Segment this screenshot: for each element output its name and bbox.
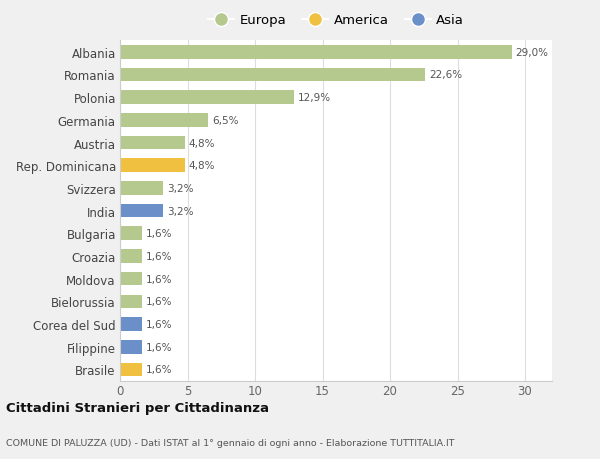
Text: 1,6%: 1,6%: [146, 252, 172, 262]
Text: 4,8%: 4,8%: [189, 138, 215, 148]
Bar: [120, 227, 142, 241]
Text: 12,9%: 12,9%: [298, 93, 331, 103]
Bar: [120, 114, 208, 127]
Bar: [120, 159, 185, 173]
Bar: [120, 91, 294, 105]
Bar: [120, 295, 142, 308]
Bar: [120, 46, 511, 59]
Text: 29,0%: 29,0%: [515, 48, 548, 58]
Text: 1,6%: 1,6%: [146, 319, 172, 330]
Bar: [120, 204, 163, 218]
Text: 1,6%: 1,6%: [146, 229, 172, 239]
Bar: [120, 318, 142, 331]
Bar: [120, 363, 142, 376]
Bar: [120, 68, 425, 82]
Text: 1,6%: 1,6%: [146, 364, 172, 375]
Bar: [120, 340, 142, 354]
Text: 6,5%: 6,5%: [212, 116, 238, 126]
Text: Cittadini Stranieri per Cittadinanza: Cittadini Stranieri per Cittadinanza: [6, 401, 269, 414]
Text: 1,6%: 1,6%: [146, 342, 172, 352]
Text: 1,6%: 1,6%: [146, 297, 172, 307]
Text: 22,6%: 22,6%: [429, 70, 462, 80]
Bar: [120, 272, 142, 286]
Legend: Europa, America, Asia: Europa, America, Asia: [203, 9, 469, 32]
Text: 3,2%: 3,2%: [167, 206, 194, 216]
Text: 3,2%: 3,2%: [167, 184, 194, 194]
Bar: [120, 182, 163, 195]
Bar: [120, 136, 185, 150]
Text: 4,8%: 4,8%: [189, 161, 215, 171]
Bar: [120, 250, 142, 263]
Text: COMUNE DI PALUZZA (UD) - Dati ISTAT al 1° gennaio di ogni anno - Elaborazione TU: COMUNE DI PALUZZA (UD) - Dati ISTAT al 1…: [6, 438, 455, 447]
Text: 1,6%: 1,6%: [146, 274, 172, 284]
